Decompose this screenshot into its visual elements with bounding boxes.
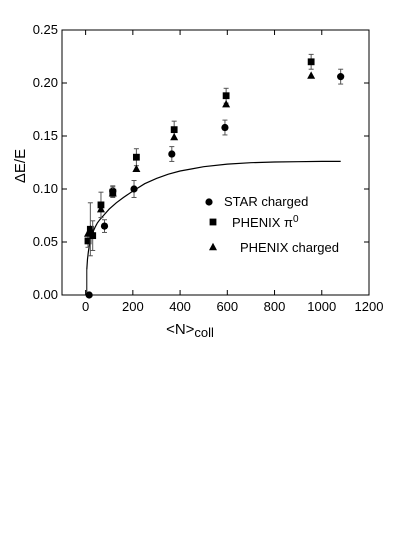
plot-frame <box>61 29 370 296</box>
y-tick-label: 0.05 <box>33 234 58 249</box>
plot-axes: 0 200 400 600 800 1000 1200 0.00 0.05 0.10 0.15 0.2… <box>33 22 384 314</box>
points-layer <box>83 53 345 299</box>
data-point <box>108 189 117 197</box>
x-tick-label: 600 <box>216 299 238 314</box>
series-triangle <box>83 71 316 237</box>
data-point <box>130 185 138 193</box>
legend-label-circle: STAR charged <box>224 194 308 209</box>
data-point <box>100 222 109 230</box>
data-point <box>307 71 316 79</box>
data-point <box>337 73 345 81</box>
data-point <box>83 229 92 237</box>
x-tick-label: 200 <box>122 299 144 314</box>
x-axis-label-sub: coll <box>194 325 214 340</box>
data-point <box>86 225 95 233</box>
data-point <box>84 237 92 245</box>
data-point <box>89 232 97 240</box>
x-tick-label: 400 <box>169 299 191 314</box>
legend-marker-triangle <box>209 242 217 251</box>
x-tick-label: 1000 <box>307 299 336 314</box>
data-point <box>307 58 315 66</box>
x-axis-label: <N>coll <box>166 321 214 340</box>
data-point <box>170 126 178 134</box>
x-axis-label-main: <N> <box>166 321 195 338</box>
data-point <box>168 150 176 158</box>
data-point <box>132 153 140 161</box>
y-tick-label: 0.15 <box>33 128 58 143</box>
y-tick-label: 0.20 <box>33 75 58 90</box>
x-tick-label: 0 <box>82 299 89 314</box>
data-point <box>222 92 230 100</box>
legend-label-square: PHENIX π0 <box>232 214 299 230</box>
y-tick-label: 0.25 <box>33 22 58 37</box>
legend-marker-square <box>209 218 217 226</box>
curve-layer <box>86 160 341 295</box>
y-axis-label: ΔE/E <box>12 149 29 183</box>
data-point <box>222 100 231 108</box>
data-point <box>170 132 179 141</box>
data-point <box>97 201 105 209</box>
data-point <box>85 291 93 299</box>
x-tick-label: 1200 <box>355 299 384 314</box>
legend-marker-circle <box>205 198 213 206</box>
series-circle <box>85 68 345 299</box>
data-point <box>221 123 229 132</box>
y-tick-label: 0.00 <box>33 287 58 302</box>
legend-label-triangle: PHENIX charged <box>240 240 339 255</box>
data-point <box>96 204 105 213</box>
y-tick-label: 0.10 <box>33 181 58 196</box>
data-point <box>132 164 141 173</box>
legend: STAR charged PHENIX π0 PHENIX charged <box>205 194 339 255</box>
x-tick-label: 800 <box>264 299 286 314</box>
